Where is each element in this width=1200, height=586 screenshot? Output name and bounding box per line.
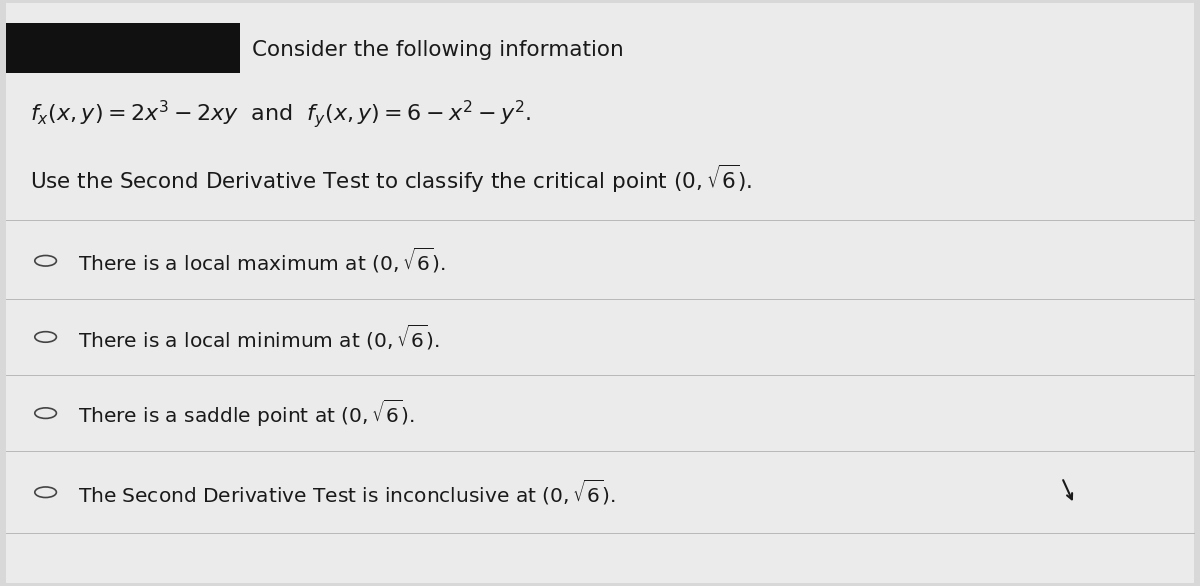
Text: $f_x(x, y) = 2x^3 - 2xy$  and  $f_y(x, y) = 6 - x^2 - y^2$.: $f_x(x, y) = 2x^3 - 2xy$ and $f_y(x, y) … [30, 98, 532, 130]
Text: There is a local minimum at $(0, \sqrt{6})$.: There is a local minimum at $(0, \sqrt{6… [78, 322, 439, 352]
Text: There is a saddle point at $(0, \sqrt{6})$.: There is a saddle point at $(0, \sqrt{6}… [78, 397, 415, 429]
Text: There is a local maximum at $(0, \sqrt{6})$.: There is a local maximum at $(0, \sqrt{6… [78, 246, 445, 275]
FancyBboxPatch shape [6, 3, 1194, 583]
Text: Use the Second Derivative Test to classify the critical point $(0, \sqrt{6})$.: Use the Second Derivative Test to classi… [30, 162, 752, 195]
Bar [6, 23, 240, 73]
Text: The Second Derivative Test is inconclusive at $(0, \sqrt{6})$.: The Second Derivative Test is inconclusi… [78, 478, 616, 507]
Text: Consider the following information: Consider the following information [252, 40, 624, 60]
